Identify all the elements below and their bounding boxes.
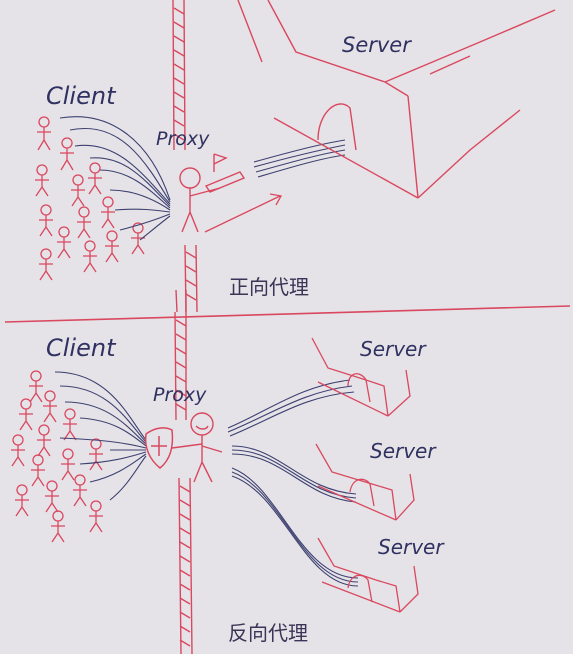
reverse-server-label-1: Server [360,337,427,361]
forward-proxy-label: Proxy [156,128,210,150]
forward-proxy-outbound [253,139,346,178]
client-figure [35,164,49,197]
client-figure [89,438,103,471]
reverse-server-building-3 [317,537,419,613]
client-figure [105,230,119,263]
reverse-client-connections [54,371,147,501]
client-figure [51,510,65,543]
client-figure [11,434,25,467]
forward-arrow [204,193,283,233]
client-figure [37,424,51,457]
reverse-server-label-2: Server [370,439,437,463]
reverse-client-label: Client [46,334,117,362]
client-figure [88,162,102,195]
client-figure [83,240,97,273]
client-figure [77,206,91,239]
reverse-client-crowd [11,370,103,543]
client-figure [89,500,103,533]
client-figure [15,484,29,517]
forward-client-label: Client [46,82,117,110]
client-figure [45,480,59,513]
client-figure [131,222,145,255]
forward-caption: 正向代理 [229,275,309,299]
client-figure [19,398,33,431]
forward-server-building [237,0,556,199]
client-figure [39,248,53,281]
reverse-proxy-label: Proxy [153,384,207,406]
client-figure [101,196,115,229]
client-figure [61,448,75,481]
client-figure [29,370,43,403]
forward-server-label: Server [342,33,412,57]
forward-firewall-wall [172,0,198,313]
reverse-server-label-3: Server [378,535,445,559]
reverse-proxy-figure [171,412,223,483]
client-figure [31,454,45,487]
client-figure [71,174,85,207]
forward-proxy-figure [179,153,246,233]
client-figure [37,116,51,151]
client-figure [63,408,77,441]
reverse-proxy-outbound [227,379,359,587]
client-figure [57,226,71,259]
client-figure [39,204,53,237]
forward-client-connections [59,116,171,241]
reverse-server-building-2 [315,443,415,521]
client-figure [60,137,74,171]
reverse-server-building-1 [311,337,411,417]
client-figure [73,474,87,507]
client-figure [43,390,57,423]
section-divider [4,305,571,323]
forward-client-crowd [35,116,145,281]
reverse-caption: 反向代理 [228,621,308,645]
reverse-proxy-shield [144,427,174,469]
reverse-firewall-wall [174,311,193,654]
